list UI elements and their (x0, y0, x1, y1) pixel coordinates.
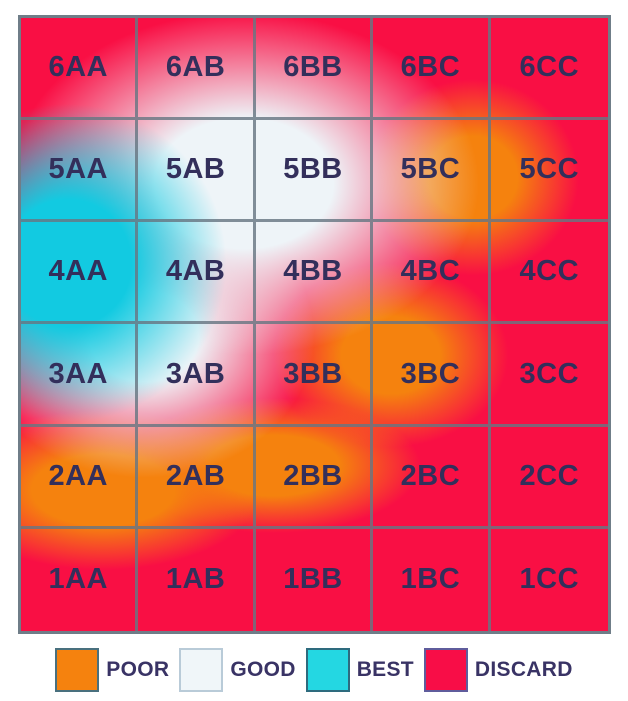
legend-label: GOOD (230, 658, 296, 681)
cell-label: 6AA (48, 51, 108, 84)
legend-label: DISCARD (474, 658, 573, 681)
heatmap-cell: 4BB (255, 222, 374, 325)
heatmap-cell: 3BB (255, 324, 374, 427)
legend-item: GOOD (179, 648, 295, 692)
heatmap-cell: 1CC (491, 529, 608, 631)
heatmap-cell: 5AB (138, 120, 256, 223)
heatmap-surface: 6AA 6AB 6BB 6BC 6CC 5AA 5AB 5BB 5BC 5CC … (18, 15, 611, 634)
heatmap-cell: 1AA (21, 528, 139, 631)
heatmap-cell: 6BB (255, 18, 374, 121)
cell-label: 1AB (165, 563, 226, 596)
heatmap-cell: 3BC (373, 324, 491, 427)
cell-label: 4AA (48, 255, 108, 288)
heatmap-cell: 6AB (138, 18, 256, 121)
legend-swatch (305, 648, 350, 692)
heatmap-cell: 4AB (138, 222, 256, 325)
cell-label: 6BC (400, 51, 461, 84)
legend-label: BEST (356, 658, 414, 681)
cell-label: 6AB (165, 51, 226, 84)
legend-item: DISCARD (423, 648, 573, 692)
cell-label: 5BB (283, 153, 343, 186)
heatmap-cell: 1AB (138, 528, 256, 631)
legend-label: POOR (106, 658, 170, 681)
cell-label: 3AA (48, 357, 108, 390)
cell-label: 5BC (400, 153, 461, 186)
cell-label: 6BB (283, 51, 343, 84)
heatmap-cell: 3AB (138, 324, 256, 427)
cell-label: 1BC (400, 563, 461, 596)
cell-label: 4BB (283, 255, 343, 288)
legend-swatch (423, 648, 468, 692)
heatmap-cell: 4CC (490, 222, 608, 325)
cell-label: 1CC (519, 563, 580, 596)
legend-item: POOR (55, 648, 169, 692)
cell-label: 5CC (519, 153, 580, 186)
cell-label: 2BB (283, 459, 343, 492)
heatmap-cell: 6AA (21, 18, 139, 121)
heatmap-cell: 5BB (255, 120, 374, 223)
cell-label: 5AA (48, 153, 108, 186)
cell-label: 3AB (165, 357, 226, 390)
cell-label: 3CC (519, 357, 580, 390)
heatmap-cell: 5AA (21, 120, 139, 223)
heatmap-cell: 4AA (21, 222, 139, 325)
cell-label: 4AB (165, 255, 226, 288)
heatmap-cell: 6CC (490, 18, 608, 121)
heatmap-cell: 2CC (490, 427, 608, 529)
legend: POOR GOOD BEST DISCARD (0, 646, 628, 694)
cell-label: 4CC (519, 255, 580, 288)
cell-label: 5AB (165, 153, 226, 186)
heatmap-cell: 2AA (21, 426, 139, 529)
cell-label: 1AA (48, 563, 108, 596)
cell-label: 2AB (165, 459, 226, 492)
cell-label: 6CC (519, 51, 580, 84)
heatmap-grid: 6AA 6AB 6BB 6BC 6CC 5AA 5AB 5BB 5BC 5CC … (21, 18, 608, 631)
heatmap-cell: 1BC (373, 528, 491, 631)
heatmap-cell: 6BC (373, 18, 491, 121)
cell-label: 3BB (283, 357, 343, 390)
heatmap-cell: 4BC (373, 222, 491, 325)
heatmap-cell: 5BC (373, 120, 491, 223)
legend-item: BEST (305, 648, 414, 692)
heatmap-cell: 3CC (490, 324, 608, 427)
legend-swatch (55, 648, 100, 692)
heatmap-cell: 5CC (490, 120, 608, 223)
cell-label: 2AA (48, 459, 108, 492)
cell-label: 3BC (400, 357, 461, 390)
cell-label: 4BC (400, 255, 461, 288)
heatmap-cell: 2AB (138, 426, 256, 529)
cell-label: 2BC (400, 459, 461, 492)
heatmap-cell: 3AA (21, 324, 139, 427)
cell-label: 1BB (283, 563, 343, 596)
heatmap-cell: 2BB (255, 426, 374, 529)
heatmap-cell: 1BB (256, 528, 374, 631)
cell-label: 2CC (519, 459, 580, 492)
heatmap-cell: 2BC (373, 426, 491, 529)
legend-swatch (179, 648, 224, 692)
